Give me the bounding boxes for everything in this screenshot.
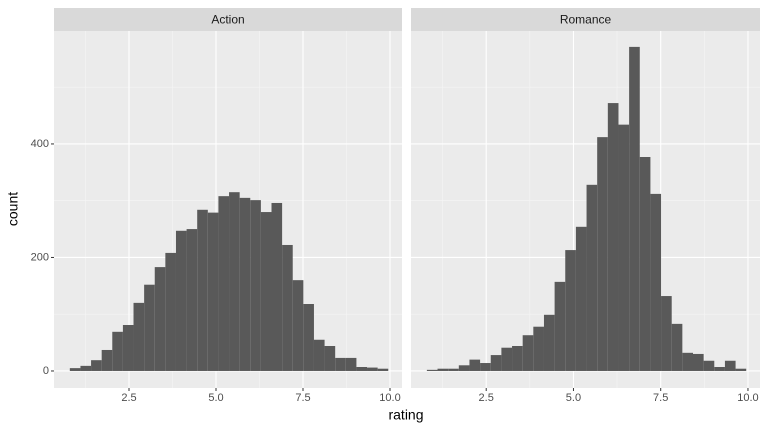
bar — [469, 359, 481, 371]
bar — [448, 368, 459, 371]
bar — [671, 323, 683, 371]
bar — [133, 302, 145, 371]
bar — [292, 280, 304, 371]
y-tick-label: 200 — [31, 251, 49, 263]
bar — [313, 339, 325, 371]
strip-background — [411, 8, 760, 31]
bar — [703, 360, 715, 371]
bar — [345, 357, 357, 371]
bar — [207, 212, 219, 371]
bar — [186, 229, 198, 371]
bar — [554, 281, 566, 371]
strip-label: Action — [211, 13, 244, 27]
y-axis-label: count — [5, 192, 21, 226]
x-axis-label: rating — [388, 407, 423, 423]
bar — [101, 349, 113, 371]
bar — [229, 192, 240, 371]
x-tick-label: 10.0 — [737, 392, 758, 404]
bar — [650, 193, 662, 371]
bar — [335, 357, 346, 371]
bar — [303, 304, 314, 371]
bar — [377, 368, 389, 371]
bar — [586, 184, 598, 371]
bar — [367, 367, 378, 371]
bar — [165, 252, 176, 371]
bar — [618, 124, 630, 371]
x-tick-label: 2.5 — [121, 392, 136, 404]
bar — [271, 202, 283, 371]
bar — [91, 360, 102, 371]
strip-background — [54, 8, 402, 31]
bar — [80, 365, 92, 371]
bar — [735, 368, 747, 371]
bar — [682, 352, 693, 371]
y-tick-label: 400 — [31, 138, 49, 150]
bar — [661, 296, 672, 371]
bar — [154, 267, 166, 371]
bar — [282, 244, 293, 371]
bar — [112, 331, 123, 371]
bar — [458, 365, 470, 371]
bar — [692, 353, 704, 371]
x-tick-label: 5.0 — [566, 392, 581, 404]
bar — [250, 200, 261, 371]
bar — [144, 284, 155, 371]
bar — [639, 157, 651, 371]
bar — [533, 326, 544, 371]
bar — [175, 230, 187, 371]
strip-label: Romance — [560, 13, 612, 27]
x-tick-label: 10.0 — [379, 392, 400, 404]
bar — [260, 212, 272, 371]
bar — [543, 314, 555, 371]
bar — [522, 335, 534, 371]
bar — [724, 360, 736, 371]
bar — [597, 137, 608, 371]
bar — [218, 196, 230, 371]
bar — [714, 367, 725, 371]
bar — [629, 46, 640, 371]
bar — [426, 369, 438, 371]
bar — [197, 209, 208, 371]
bar — [356, 367, 368, 371]
bar — [607, 103, 619, 371]
bar — [69, 368, 81, 371]
bar — [239, 197, 251, 371]
bar — [480, 363, 491, 371]
bar — [324, 346, 336, 371]
bar — [437, 368, 449, 371]
bar — [575, 226, 587, 371]
bar — [122, 325, 134, 371]
bar — [490, 355, 502, 371]
bar — [565, 250, 576, 371]
x-tick-label: 7.5 — [295, 392, 310, 404]
x-tick-label: 7.5 — [653, 392, 668, 404]
x-tick-label: 5.0 — [208, 392, 223, 404]
bar — [501, 347, 513, 371]
bar — [512, 346, 523, 371]
y-tick-label: 0 — [43, 365, 49, 377]
x-tick-label: 2.5 — [479, 392, 494, 404]
